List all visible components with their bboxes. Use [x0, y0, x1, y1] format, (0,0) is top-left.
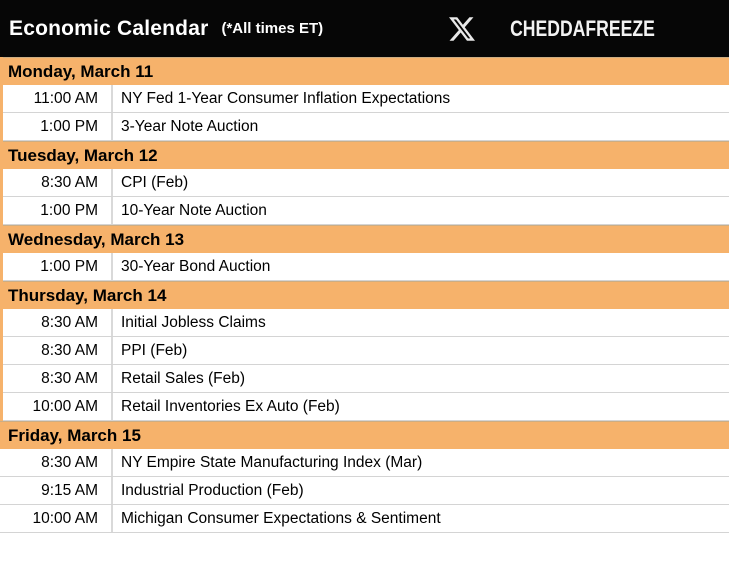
- event-row: 10:00 AM Michigan Consumer Expectations &…: [0, 505, 729, 533]
- event-time: 9:15 AM: [0, 477, 113, 504]
- day-header: Monday, March 11: [0, 57, 729, 85]
- event-time: 8:30 AM: [0, 337, 113, 364]
- event-row: 1:00 PM 30-Year Bond Auction: [0, 253, 729, 281]
- event-name: Industrial Production (Feb): [121, 481, 304, 499]
- calendar-table: Monday, March 11 11:00 AM NY Fed 1-Year Co…: [0, 57, 729, 533]
- day-section: Thursday, March 14 8:30 AM Initial Jobless…: [0, 281, 729, 421]
- day-section: Tuesday, March 12 8:30 AM CPI (Feb) 1:00 PM…: [0, 141, 729, 225]
- event-time: 1:00 PM: [0, 197, 113, 224]
- event-name: Michigan Consumer Expectations & Sentime…: [121, 509, 441, 527]
- event-name: Retail Inventories Ex Auto (Feb): [121, 397, 340, 415]
- event-time: 10:00 AM: [0, 505, 113, 532]
- page-title: Economic Calendar: [9, 16, 209, 40]
- day-header: Tuesday, March 12: [0, 141, 729, 169]
- brand-name: CHEDDAFREEZE: [510, 15, 655, 41]
- day-section: Monday, March 11 11:00 AM NY Fed 1-Year Co…: [0, 57, 729, 141]
- titlebar: Economic Calendar (*All times ET) CHEDDA…: [0, 0, 729, 57]
- event-row: 8:30 AM Initial Jobless Claims: [0, 309, 729, 337]
- event-time: 10:00 AM: [0, 393, 113, 420]
- event-name: CPI (Feb): [121, 173, 189, 191]
- day-header: Friday, March 15: [0, 421, 729, 449]
- event-time: 11:00 AM: [0, 85, 113, 112]
- event-name: NY Empire State Manufacturing Index (Mar…: [121, 453, 423, 471]
- event-row: 8:30 AM PPI (Feb): [0, 337, 729, 365]
- event-time: 1:00 PM: [0, 253, 113, 280]
- event-name: 3-Year Note Auction: [121, 117, 259, 135]
- event-name: 30-Year Bond Auction: [121, 257, 271, 275]
- event-name: NY Fed 1-Year Consumer Inflation Expecta…: [121, 89, 451, 107]
- x-logo-icon: [449, 16, 476, 41]
- event-time: 8:30 AM: [0, 365, 113, 392]
- event-time: 1:00 PM: [0, 113, 113, 140]
- day-section: Wednesday, March 13 1:00 PM 30-Year Bond A…: [0, 225, 729, 281]
- day-header: Thursday, March 14: [0, 281, 729, 309]
- event-row: 8:30 AM NY Empire State Manufacturing Ind…: [0, 449, 729, 477]
- event-row: 10:00 AM Retail Inventories Ex Auto (Feb): [0, 393, 729, 421]
- brand-area: CHEDDAFREEZE: [449, 16, 673, 42]
- event-name: Retail Sales (Feb): [121, 369, 246, 387]
- event-name: PPI (Feb): [121, 341, 188, 359]
- event-row: 11:00 AM NY Fed 1-Year Consumer Inflation…: [0, 85, 729, 113]
- event-row: 8:30 AM Retail Sales (Feb): [0, 365, 729, 393]
- event-time: 8:30 AM: [0, 449, 113, 476]
- event-row: 1:00 PM 3-Year Note Auction: [0, 113, 729, 141]
- day-header: Wednesday, March 13: [0, 225, 729, 253]
- event-time: 8:30 AM: [0, 309, 113, 336]
- event-row: 9:15 AM Industrial Production (Feb): [0, 477, 729, 505]
- event-time: 8:30 AM: [0, 169, 113, 196]
- event-row: 8:30 AM CPI (Feb): [0, 169, 729, 197]
- page-subtitle: (*All times ET): [221, 20, 324, 37]
- event-row: 1:00 PM 10-Year Note Auction: [0, 197, 729, 225]
- event-name: Initial Jobless Claims: [121, 313, 266, 331]
- event-name: 10-Year Note Auction: [121, 201, 267, 219]
- day-section: Friday, March 15 8:30 AM NY Empire State M…: [0, 421, 729, 533]
